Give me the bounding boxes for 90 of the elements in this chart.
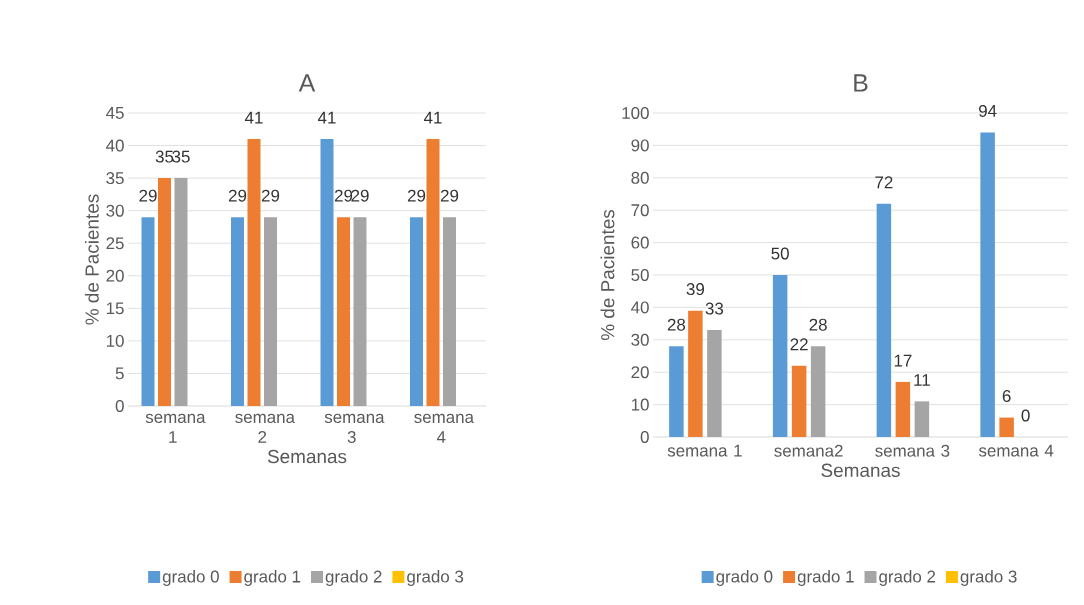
- y-tick-label: 40: [631, 301, 649, 314]
- data-label: 41: [317, 111, 336, 124]
- bar: [174, 178, 188, 406]
- legend-label: grado 0: [162, 570, 219, 586]
- data-label: 29: [334, 189, 353, 202]
- data-label: 28: [809, 318, 827, 331]
- data-label: 6: [1002, 390, 1011, 403]
- bar: [707, 330, 722, 437]
- data-label: 29: [261, 189, 280, 202]
- data-label: 41: [244, 111, 263, 124]
- bar: [320, 139, 334, 406]
- bar: [264, 217, 277, 406]
- data-label: 0: [1021, 409, 1030, 422]
- y-tick-label: 10: [631, 398, 649, 411]
- x-tick-label: semana 1: [667, 444, 742, 457]
- y-tick-label: 20: [631, 366, 649, 379]
- bar: [914, 401, 930, 437]
- bar: [688, 310, 703, 437]
- data-label: 29: [351, 189, 369, 202]
- y-tick-label: 25: [106, 237, 124, 250]
- y-tick-label: 10: [106, 334, 124, 347]
- data-label: 39: [686, 283, 704, 296]
- chart-title: A: [298, 74, 316, 92]
- data-label: 35: [155, 150, 174, 163]
- bar: [353, 217, 367, 406]
- bar: [669, 346, 684, 437]
- y-tick-label: 40: [106, 139, 124, 152]
- y-tick-label: 30: [106, 204, 124, 217]
- data-label: 29: [139, 189, 157, 202]
- y-tick-label: 20: [106, 269, 124, 282]
- y-tick-label: 0: [115, 400, 124, 412]
- y-axis-title: % de Pacientes: [600, 209, 615, 341]
- x-axis-title: Semanas: [821, 463, 900, 478]
- y-tick-label: 15: [106, 302, 124, 315]
- legend-label: grado 0: [716, 570, 773, 586]
- bar: [895, 381, 911, 437]
- x-tick-label: semana 4: [978, 444, 1054, 457]
- y-tick-label: 100: [622, 107, 649, 119]
- bar: [772, 275, 788, 437]
- y-tick-label: 60: [631, 236, 649, 249]
- data-label: 35: [172, 150, 190, 163]
- data-label: 94: [979, 104, 997, 117]
- data-label: 50: [771, 247, 789, 260]
- bar: [810, 346, 826, 437]
- legend-label: grado 2: [879, 570, 936, 586]
- chart-title: B: [854, 74, 868, 92]
- x-tick-label: semana 3: [324, 413, 385, 443]
- bar: [443, 217, 456, 406]
- y-tick-label: 0: [640, 431, 649, 443]
- bar: [999, 417, 1014, 437]
- x-tick-label: semana 4: [414, 413, 474, 443]
- bar: [426, 139, 440, 406]
- bar: [141, 217, 155, 406]
- y-tick-label: 5: [115, 367, 124, 380]
- x-tick-label: semana 3: [875, 444, 950, 457]
- bar: [231, 217, 244, 406]
- data-label: 22: [790, 338, 808, 351]
- data-label: 29: [407, 189, 426, 202]
- y-tick-label: 70: [631, 204, 649, 217]
- bar: [158, 178, 171, 406]
- y-tick-label: 35: [106, 172, 124, 185]
- y-tick-label: 45: [106, 107, 124, 119]
- x-tick-label: semana2: [774, 444, 843, 457]
- data-label: 11: [914, 374, 930, 386]
- x-tick-label: semana 2: [235, 413, 295, 443]
- y-tick-label: 50: [631, 269, 649, 281]
- data-label: 33: [705, 302, 724, 315]
- bar: [410, 217, 423, 406]
- data-label: 29: [440, 189, 459, 202]
- legend-label: grado 1: [244, 570, 301, 586]
- y-tick-label: 30: [631, 333, 649, 346]
- legend-label: grado 2: [325, 570, 382, 586]
- bar: [791, 365, 807, 437]
- legend-label: grado 3: [407, 570, 464, 586]
- bar: [247, 139, 261, 406]
- y-tick-label: 80: [631, 171, 649, 184]
- data-label: 29: [228, 189, 247, 202]
- bar: [980, 132, 995, 437]
- bar: [876, 203, 892, 437]
- data-label: 72: [875, 176, 893, 189]
- x-axis-title: Semanas: [267, 449, 347, 464]
- bar: [337, 217, 350, 406]
- y-axis-title: % de Pacientes: [84, 194, 99, 325]
- legend-label: grado 3: [960, 570, 1017, 586]
- y-tick-label: 90: [631, 139, 649, 152]
- data-label: 41: [423, 111, 442, 124]
- x-tick-label: semana 1: [145, 413, 206, 443]
- data-label: 28: [667, 318, 686, 331]
- legend-label: grado 1: [797, 570, 854, 586]
- data-label: 17: [894, 354, 912, 367]
